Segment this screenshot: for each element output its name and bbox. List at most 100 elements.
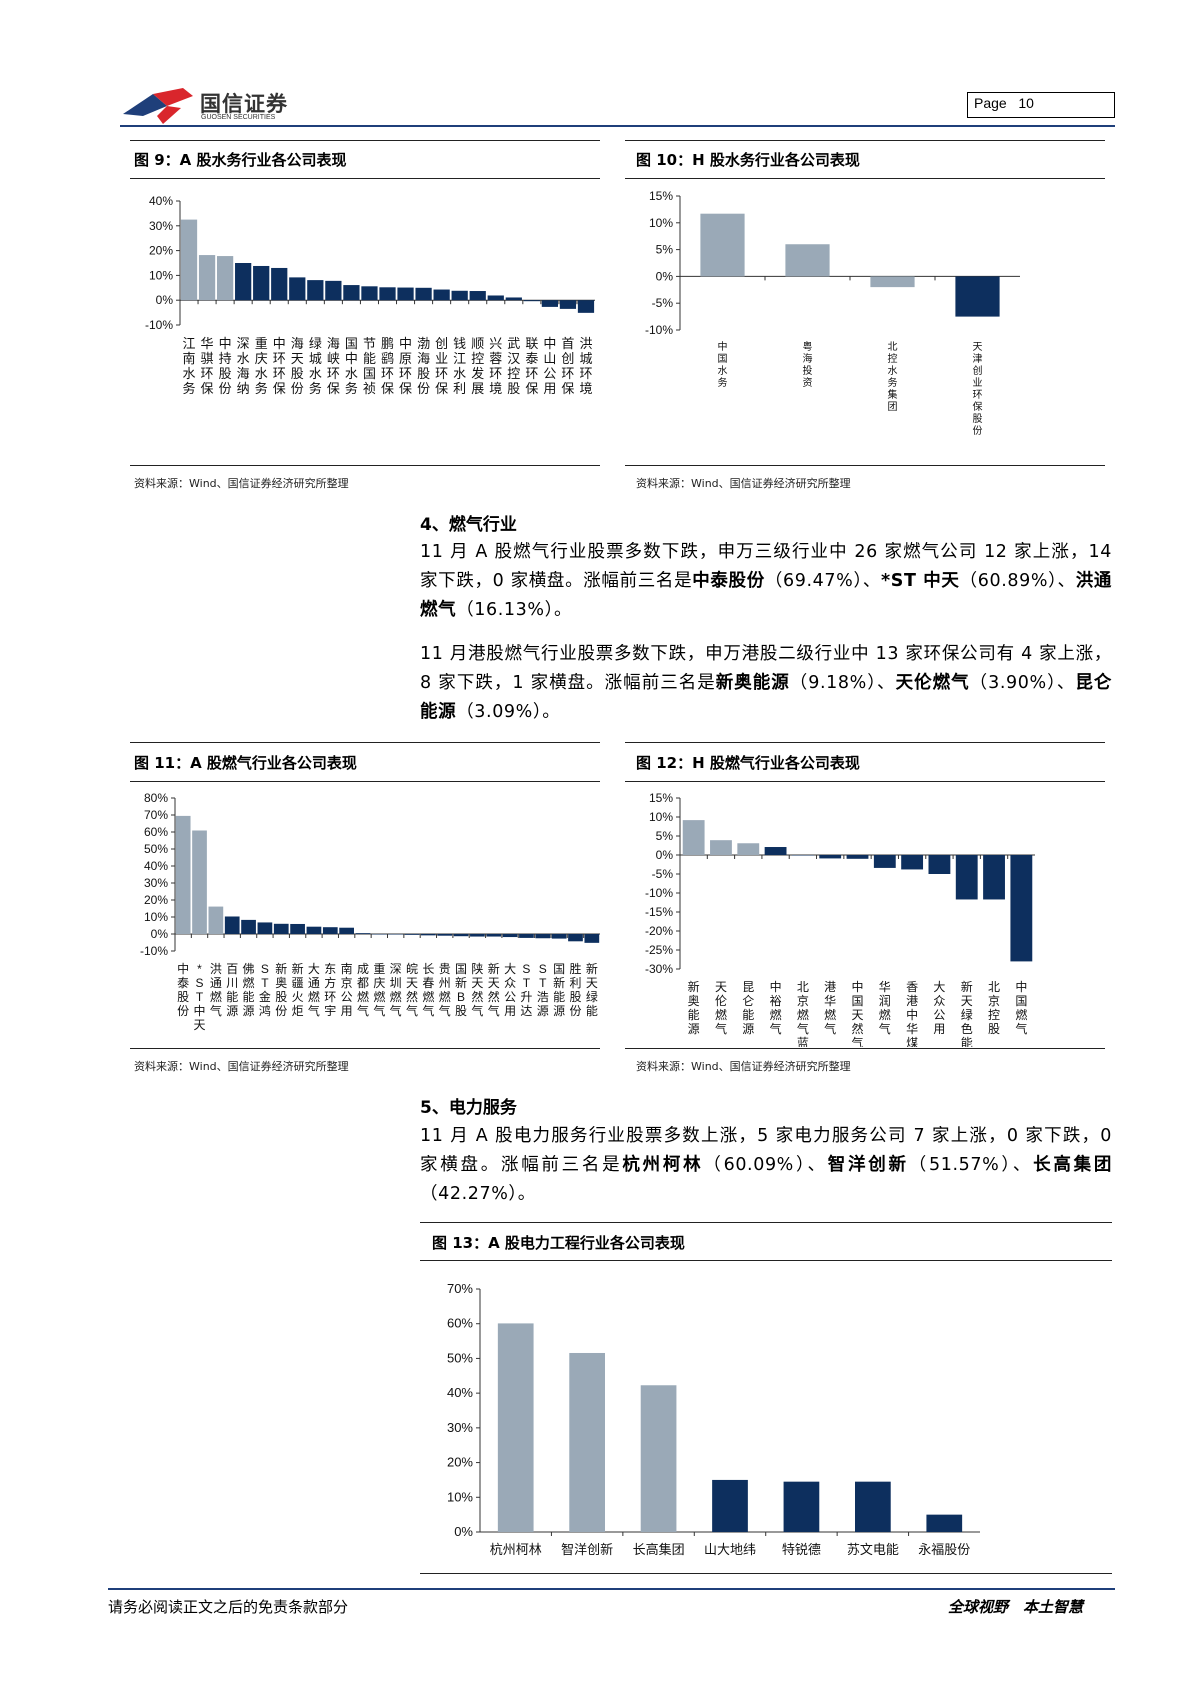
figure-10-title: 图 10：H 股水务行业各公司表现 [636,151,860,169]
x-tick-label: 骐 [201,351,214,366]
bar [388,934,404,935]
x-tick-label: 疆 [292,976,304,990]
logo-text: 国信证券 [200,92,288,116]
x-tick-label: 华 [906,1022,918,1036]
y-tick-label: 30% [149,219,173,233]
x-tick-label: 新 [586,961,598,976]
x-tick-label: 国 [718,353,728,365]
x-tick-label: 环 [327,366,340,381]
y-tick-label: -10% [645,323,673,337]
x-tick-label: 务 [309,381,322,396]
x-tick-label: 天 [406,976,418,990]
y-tick-label: 60% [144,825,168,839]
x-tick-label: 港 [906,994,918,1008]
figure-11-title: 图 11：A 股燃气行业各公司表现 [134,754,357,772]
x-tick-label: 天 [488,976,500,990]
x-tick-label: 港 [824,980,836,994]
x-tick-label: S [196,976,204,990]
bar [192,830,207,934]
x-tick-label: 奥 [275,976,287,990]
x-tick-label: 色 [961,1022,973,1036]
chart-a-gas: 80%70%60%50%40%30%20%10%0%-10%中泰股份*ST中天洪… [140,792,600,1032]
x-tick-label: 源 [553,1004,565,1018]
highlighted-company: *ST 中天 [881,571,960,591]
x-tick-label: 海 [327,336,340,351]
x-tick-label: 天 [851,1008,863,1022]
chart-h-gas: 15%10%5%0%-5%-10%-15%-20%-25%-30%新奥能源天伦燃… [645,792,1035,1047]
x-tick-label: T [261,976,269,990]
x-tick-label: 裕 [770,993,782,1008]
x-tick-label: S [261,962,269,976]
x-tick-label: 华 [201,336,214,351]
paragraph-text: （3.90%）、 [969,673,1076,693]
x-tick-label: 新 [488,961,500,976]
x-tick-label: 燃 [439,989,451,1004]
x-tick-label: 重 [373,962,385,976]
bar [785,244,830,277]
x-tick-label: 环 [489,366,502,381]
x-tick-label: 钱 [453,336,466,351]
x-tick-label: 务 [718,376,728,389]
x-tick-label: 水 [888,365,898,377]
paragraph-text: （51.57%）、 [908,1155,1034,1175]
y-tick-label: 0% [656,269,674,283]
section-4-paragraph-2: 11 月港股燃气行业股票多数下跌，申万港股二级行业中 13 家环保公司有 4 家… [420,640,1112,727]
x-tick-label: 山大地纬 [704,1542,756,1557]
x-tick-label: 通 [308,976,320,990]
x-tick-label: 金 [259,989,271,1004]
divider [625,140,1105,141]
x-tick-label: T [196,990,204,1004]
x-tick-label: 环 [273,366,286,381]
bar [175,815,191,934]
divider [420,1573,1112,1574]
x-tick-label: 环 [435,366,448,381]
x-tick-label: 控 [471,351,484,366]
highlighted-company: 长高集团 [1033,1155,1112,1175]
x-tick-label: 用 [543,381,556,396]
section-5-paragraph-1: 11 月 A 股电力服务行业股票多数上涨，5 家电力服务公司 7 家上涨，0 家… [420,1122,1112,1209]
x-tick-label: 气 [373,1003,385,1018]
header-rule [120,125,1115,127]
x-tick-label: 燃 [1015,1007,1027,1022]
bar [437,934,453,936]
x-tick-label: 中 [1015,979,1027,994]
divider [625,465,1105,466]
x-tick-label: 国 [345,336,358,351]
y-tick-label: 20% [149,244,173,258]
x-tick-label: 泰 [525,351,538,366]
x-tick-label: 津 [973,353,983,365]
x-tick-label: 股 [973,413,983,425]
x-tick-label: 能 [961,1036,973,1047]
x-tick-label: 保 [525,381,538,396]
bar [559,300,577,309]
x-tick-label: 股 [275,990,287,1004]
bar [433,289,450,301]
x-tick-label: 顺 [471,336,484,351]
x-tick-label: 中 [219,336,232,351]
paragraph-text: 11 月 A 股燃气行业股票多数下跌，申万三级行业中 26 家燃气公司 12 家… [420,542,1112,591]
x-tick-label: 庆 [255,351,268,366]
bar [397,287,414,301]
x-tick-label: 用 [341,1004,353,1018]
x-tick-label: 气 [879,1021,891,1036]
x-tick-label: 升 [520,990,532,1004]
x-tick-label: 能 [586,1004,598,1018]
x-tick-label: 创 [435,336,448,351]
x-tick-label: 州 [439,976,451,990]
x-tick-label: 水 [237,351,250,366]
x-tick-label: 节 [363,336,376,351]
bar [640,1385,677,1532]
x-tick-label: 城 [309,351,322,366]
logo-subtext: GUOSEN SECURITIES [201,114,276,121]
bar [198,255,216,301]
x-tick-label: 然 [488,989,500,1004]
x-tick-label: 股 [455,1004,467,1018]
x-tick-label: 务 [888,376,898,389]
x-tick-label: 中 [177,961,189,976]
x-tick-label: 公 [504,990,516,1004]
y-tick-label: 5% [656,243,674,257]
x-tick-label: 利 [569,976,581,990]
bar [551,934,567,939]
x-tick-label: 火 [292,990,304,1004]
